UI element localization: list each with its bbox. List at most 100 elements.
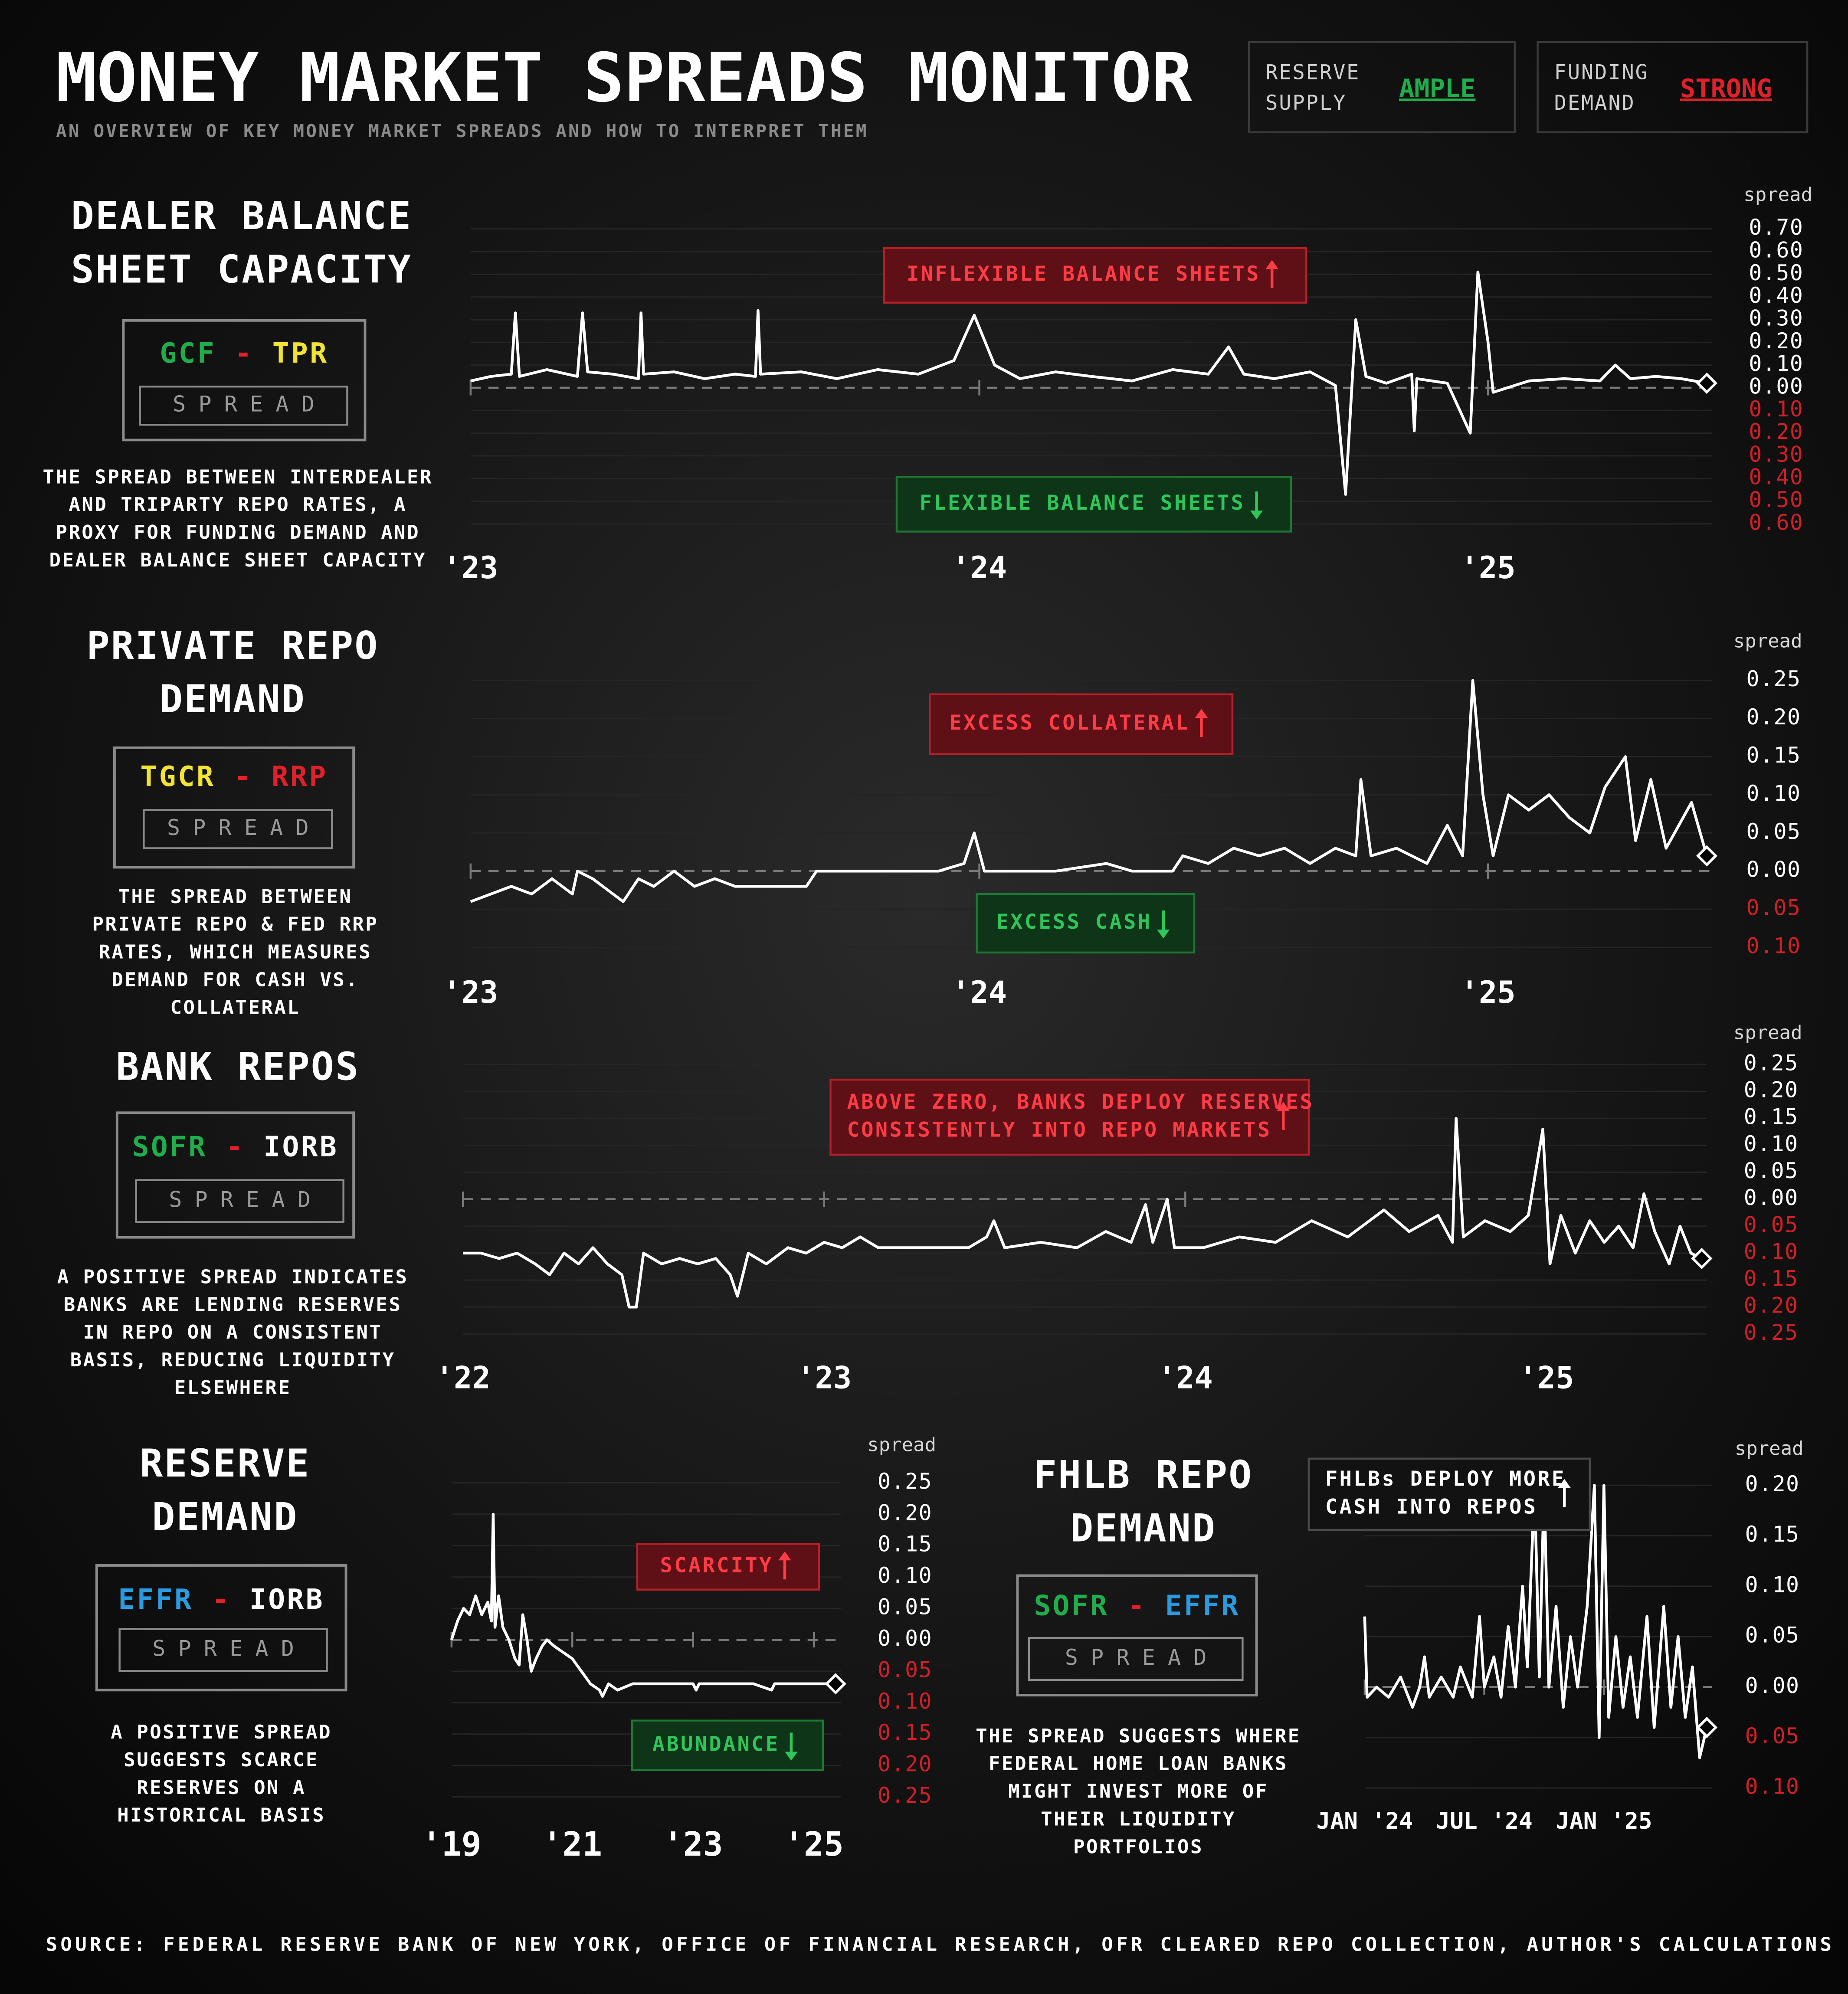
formula-term: -: [235, 337, 253, 370]
y-tick-label: 0.10: [1744, 1239, 1799, 1264]
spread-line: [470, 270, 1707, 496]
x-tick-label: '23: [443, 975, 498, 1010]
annotation-arrowhead: [1157, 930, 1170, 939]
section-title: DEALER BALANCE: [71, 193, 412, 238]
y-tick-label: 0.30: [1749, 442, 1803, 467]
indicator-box: [1248, 41, 1516, 134]
x-tick-label: '25: [1461, 975, 1516, 1010]
section-title: SHEET CAPACITY: [71, 247, 412, 291]
x-tick-label: '25: [1461, 550, 1516, 586]
x-tick-label: '24: [1158, 1360, 1213, 1395]
badge: SPREAD: [173, 392, 327, 417]
y-tick-label: 0.10: [1749, 396, 1803, 422]
badge: SPREAD: [167, 815, 321, 840]
annotation-arrowhead: [1277, 1102, 1290, 1111]
y-tick-label: 0.25: [1744, 1050, 1799, 1075]
last-point: [1696, 1716, 1718, 1739]
y-tick-label: 0.00: [1746, 857, 1801, 882]
formula-term: -: [226, 1130, 245, 1163]
badge: SPREAD: [1065, 1645, 1219, 1670]
spread-line: [470, 679, 1708, 903]
formula-term: -: [212, 1583, 231, 1616]
description: ELSEWHERE: [174, 1377, 292, 1399]
formula-term: RRP: [272, 760, 328, 793]
y-tick-label: 0.10: [878, 1689, 932, 1714]
description: FEDERAL HOME LOAN BANKS: [989, 1753, 1288, 1775]
annotation-text: ABUNDANCE: [652, 1732, 780, 1756]
y-tick-label: 0.10: [1745, 1572, 1800, 1597]
formula-box: [122, 319, 367, 442]
indicator-box: [1537, 41, 1809, 134]
y-tick-label: 0.05: [878, 1595, 932, 1620]
y-tick-label: 0.15: [878, 1532, 932, 1557]
y-tick-label: 0.70: [1749, 215, 1803, 240]
last-point: [1696, 845, 1718, 867]
description: RATES, WHICH MEASURES: [99, 941, 372, 963]
annotation-arrowhead: [1265, 260, 1278, 269]
y-axis-label: spread: [1733, 1022, 1802, 1044]
badge-box: [1028, 1637, 1244, 1681]
y-tick-label: 0.20: [1749, 328, 1803, 354]
description: PROXY FOR FUNDING DEMAND AND: [56, 521, 420, 544]
formula-box: [115, 1111, 355, 1239]
y-tick-label: 0.10: [1744, 1131, 1799, 1156]
description: THE SPREAD BETWEEN INTERDEALER: [43, 466, 433, 488]
x-tick-label: '24: [952, 550, 1007, 586]
x-tick-label: '23: [443, 550, 498, 586]
y-axis-label: spread: [1733, 630, 1802, 652]
section-title: RESERVE: [140, 1441, 310, 1486]
annotation-text: FLEXIBLE BALANCE SHEETS: [920, 491, 1245, 515]
annotation-text: ABOVE ZERO, BANKS DEPLOY RESERVES: [847, 1090, 1314, 1114]
y-tick-label: 0.10: [1745, 1774, 1800, 1799]
section-title: DEMAND: [160, 677, 306, 721]
annotation-box: [895, 476, 1292, 533]
last-point: [1691, 1247, 1713, 1270]
y-axis-label: spread: [1743, 183, 1812, 206]
x-tick-label: JAN '25: [1556, 1808, 1652, 1834]
formula: SOFR - EFFR: [1034, 1589, 1240, 1622]
annotation-text: SCARCITY: [660, 1553, 773, 1577]
description: DEALER BALANCE SHEET CAPACITY: [49, 549, 426, 571]
section-title: FHLB REPO: [1034, 1453, 1253, 1497]
annotation-text: INFLEXIBLE BALANCE SHEETS: [907, 262, 1261, 286]
last-point: [825, 1673, 846, 1695]
badge: SPREAD: [152, 1636, 307, 1661]
annotation-text: EXCESS COLLATERAL: [949, 711, 1190, 735]
formula-box: [95, 1564, 347, 1692]
y-tick-label: 0.25: [878, 1783, 932, 1808]
description: BASIS, REDUCING LIQUIDITY: [70, 1349, 396, 1371]
x-tick-label: JUL '24: [1436, 1808, 1532, 1834]
x-tick-label: '22: [436, 1360, 491, 1395]
y-tick-label: 0.05: [1745, 1623, 1800, 1648]
formula: SOFR - IORB: [132, 1130, 338, 1163]
y-tick-label: 0.50: [1749, 487, 1803, 512]
annotation-box: [829, 1078, 1310, 1156]
y-axis-label: spread: [1735, 1437, 1804, 1460]
description: A POSITIVE SPREAD: [111, 1721, 332, 1743]
y-tick-label: 0.15: [1745, 1522, 1800, 1547]
y-tick-label: 0.00: [1745, 1673, 1800, 1698]
description: SUGGESTS SCARCE: [124, 1749, 319, 1771]
page-subtitle: AN OVERVIEW OF KEY MONEY MARKET SPREADS …: [56, 121, 868, 141]
description: COLLATERAL: [170, 996, 300, 1018]
y-tick-label: 0.05: [1746, 895, 1801, 920]
annotation-text: CASH INTO REPOS: [1325, 1495, 1537, 1519]
x-tick-label: '25: [1519, 1360, 1574, 1395]
description: THE SPREAD BETWEEN: [118, 886, 353, 908]
formula-box: [113, 746, 355, 869]
x-tick-label: '24: [952, 975, 1007, 1010]
y-tick-label: 0.00: [1749, 373, 1803, 399]
annotation-arrowhead: [1250, 511, 1263, 520]
y-tick-label: 0.15: [1746, 743, 1801, 768]
y-tick-label: 0.00: [1744, 1185, 1799, 1210]
formula-term: EFFR: [118, 1583, 193, 1616]
formula-term: SOFR: [1034, 1589, 1109, 1622]
y-tick-label: 0.50: [1749, 260, 1803, 285]
y-tick-label: 0.20: [1744, 1077, 1799, 1103]
section-title: DEMAND: [1070, 1506, 1216, 1551]
description: THEIR LIQUIDITY: [1041, 1808, 1236, 1830]
indicator-value: AMPLE: [1399, 74, 1475, 103]
annotation-arrowhead: [1558, 1479, 1571, 1488]
y-tick-label: 0.30: [1749, 305, 1803, 331]
